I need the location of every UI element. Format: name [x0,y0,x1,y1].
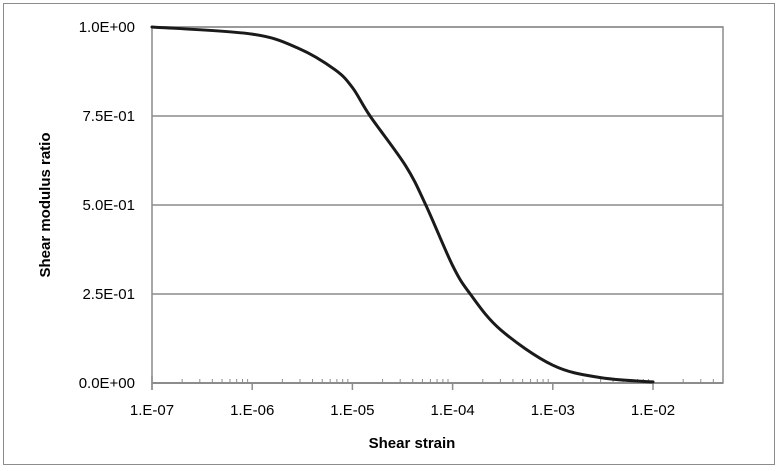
x-tick-label: 1.E-02 [631,402,675,419]
y-axis-tick-labels: 0.0E+00 2.5E-01 5.0E-01 7.5E-01 1.0E+00 [79,19,135,392]
x-tick-label: 1.E-06 [230,402,274,419]
x-tick-label: 1.E-04 [430,402,474,419]
y-axis-title: Shear modulus ratio [37,132,54,277]
x-axis-tick-labels: 1.E-07 1.E-06 1.E-05 1.E-04 1.E-03 1.E-02 [130,402,675,419]
y-tick-label: 7.5E-01 [82,108,135,125]
y-tick-label: 5.0E-01 [82,197,135,214]
x-axis-title: Shear strain [369,435,456,452]
series-line-shear-modulus-ratio [150,25,655,384]
y-gridlines [152,26,723,295]
x-axis [151,376,723,390]
y-tick-label: 1.0E+00 [79,19,135,36]
x-tick-label: 1.E-07 [130,402,174,419]
x-tick-label: 1.E-05 [330,402,374,419]
x-tick-label: 1.E-03 [531,402,575,419]
y-tick-label: 0.0E+00 [79,375,135,392]
chart-frame [3,3,775,465]
y-tick-label: 2.5E-01 [82,286,135,303]
